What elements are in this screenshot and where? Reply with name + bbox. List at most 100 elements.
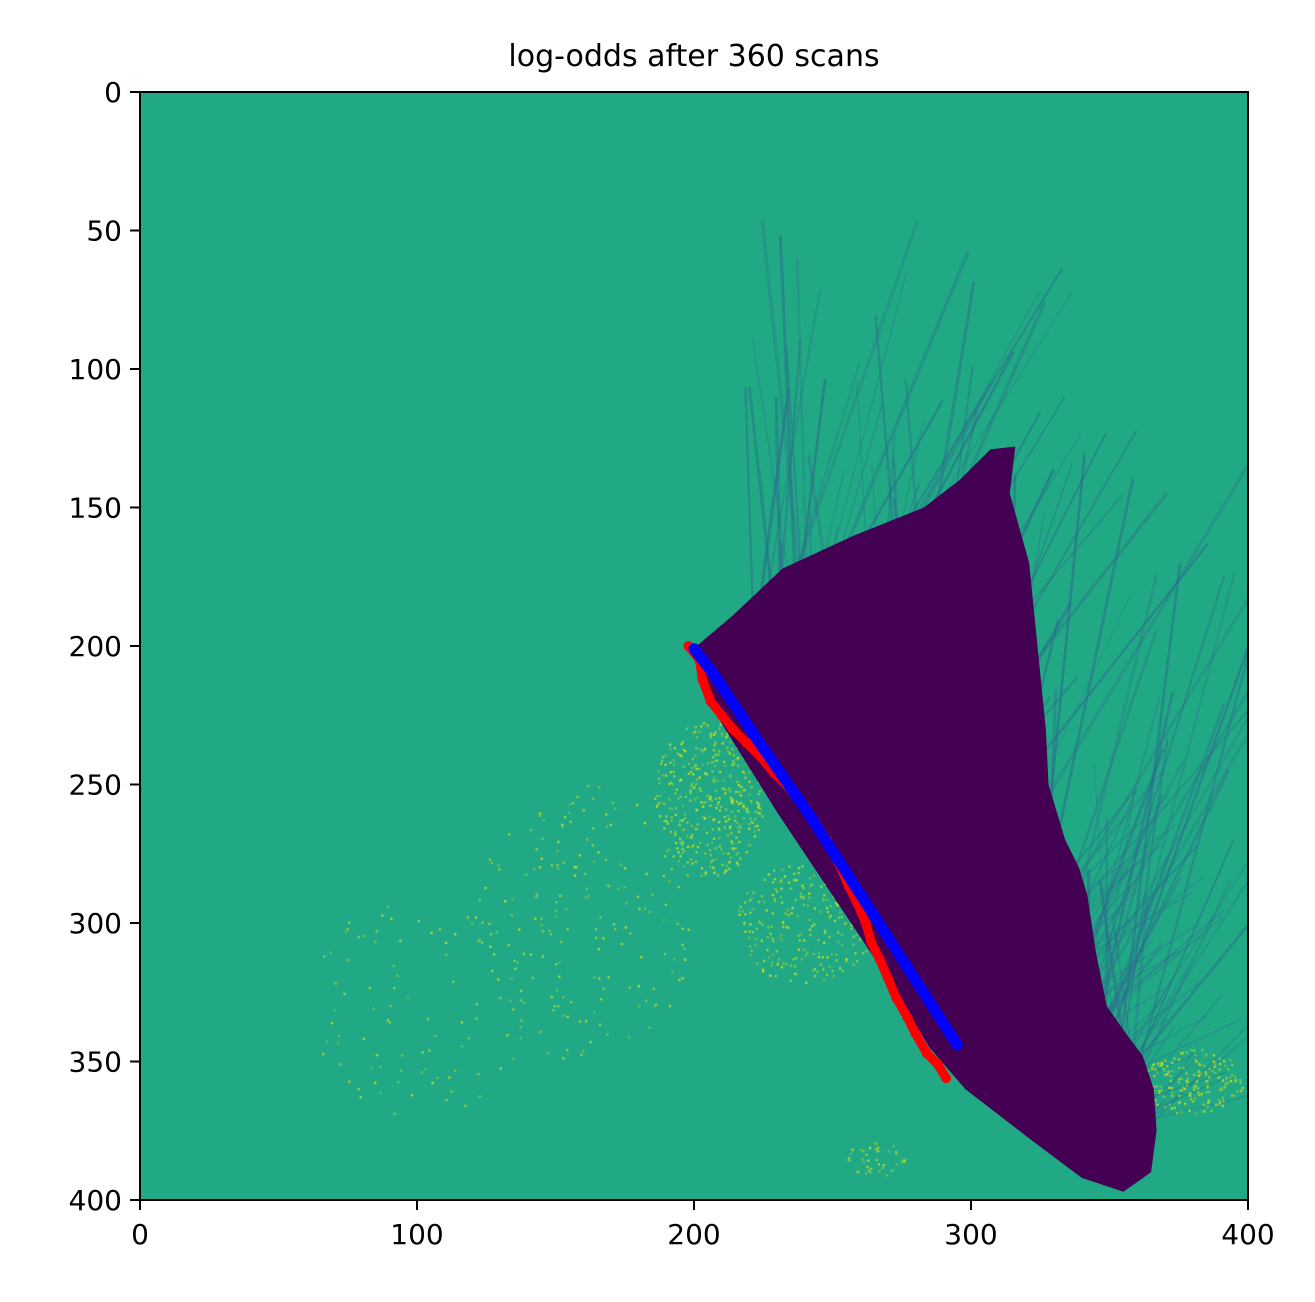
speckle-cell <box>724 869 727 873</box>
speckle-cell <box>1229 1058 1232 1062</box>
speckle-cell <box>821 956 824 959</box>
speckle-cell <box>640 956 643 959</box>
speckle-cell <box>735 758 738 761</box>
ray-streak <box>1076 730 1248 1028</box>
speckle-cell <box>617 887 620 890</box>
speckle-cell <box>726 814 730 818</box>
speckle-cell <box>760 895 764 898</box>
speckle-cell <box>717 820 721 824</box>
speckle-cell <box>695 767 698 771</box>
speckle-cell <box>726 750 730 753</box>
speckle-cell <box>742 806 745 809</box>
speckle-cell <box>858 938 862 941</box>
speckle-cell <box>682 865 686 868</box>
speckle-cell <box>703 873 707 876</box>
speckle-cell <box>357 1087 360 1091</box>
speckle-cell <box>1183 1087 1187 1091</box>
speckle-cell <box>791 907 794 910</box>
speckle-cell <box>690 784 693 788</box>
speckle-cell <box>499 996 502 1000</box>
speckle-cell <box>741 910 745 913</box>
ray-streak <box>1090 924 1199 992</box>
speckle-cell <box>624 926 627 929</box>
x-tick-label: 0 <box>131 1218 149 1251</box>
speckle-cell <box>563 815 567 819</box>
speckle-cell <box>683 947 686 950</box>
speckle-cell <box>591 844 594 847</box>
true-path-point <box>874 954 885 965</box>
speckle-cell <box>850 927 853 931</box>
speckle-cell <box>718 845 722 848</box>
speckle-cell <box>819 910 822 913</box>
speckle-cell <box>802 948 805 952</box>
speckle-cell <box>733 819 737 822</box>
speckle-cell <box>724 820 728 823</box>
speckle-cell <box>796 914 800 918</box>
speckle-cell <box>664 763 667 767</box>
speckle-cell <box>1198 1074 1201 1077</box>
speckle-cell <box>613 927 617 931</box>
speckle-cell <box>750 949 753 953</box>
speckle-cell <box>1200 1072 1203 1075</box>
speckle-cell <box>666 822 670 825</box>
speckle-cell <box>802 903 806 907</box>
speckle-cell <box>723 792 727 795</box>
speckle-cell <box>713 871 716 874</box>
speckle-cell <box>669 743 672 746</box>
speckle-cell <box>663 819 666 823</box>
speckle-cell <box>674 833 677 836</box>
speckle-cell <box>428 1049 431 1052</box>
ray-streak <box>1103 942 1162 1025</box>
speckle-cell <box>696 796 700 799</box>
speckle-cell <box>828 965 831 968</box>
speckle-cell <box>1193 1097 1197 1100</box>
speckle-cell <box>728 790 732 793</box>
speckle-cell <box>724 764 727 767</box>
speckle-cell <box>892 1144 895 1148</box>
speckle-cell <box>614 807 617 810</box>
x-axis: 0 100 200 300 400 <box>131 1200 1275 1251</box>
speckle-cell <box>676 922 679 925</box>
speckle-cell <box>661 774 664 777</box>
estimated-path-point <box>777 770 789 782</box>
speckle-cell <box>674 807 678 810</box>
speckle-cell <box>797 871 800 875</box>
speckle-cell <box>628 986 632 989</box>
speckle-cell <box>767 926 770 929</box>
speckle-cell <box>840 915 843 919</box>
speckle-cell <box>740 785 743 789</box>
speckle-cell <box>761 970 765 973</box>
speckle-cell <box>682 748 686 752</box>
speckle-cell <box>424 1067 427 1071</box>
speckle-cell <box>669 781 673 784</box>
speckle-cell <box>680 852 684 855</box>
speckle-cell <box>793 972 797 976</box>
speckle-cell <box>735 836 738 839</box>
speckle-cell <box>1182 1086 1185 1090</box>
speckle-cell <box>1207 1090 1211 1094</box>
speckle-cell <box>690 782 694 786</box>
speckle-cell <box>749 800 753 803</box>
speckle-cell <box>757 803 760 806</box>
speckle-cell <box>478 938 481 941</box>
speckle-cell <box>813 923 816 926</box>
speckle-cell <box>719 723 722 726</box>
speckle-cell <box>1156 1103 1159 1107</box>
ray-streak <box>1106 572 1236 1059</box>
speckle-cell <box>786 908 789 912</box>
speckle-cell <box>580 1053 583 1057</box>
y-tick-label: 200 <box>69 630 122 663</box>
speckle-cell <box>813 874 816 878</box>
speckle-cell <box>711 770 714 773</box>
speckle-cell <box>694 765 697 768</box>
speckle-cell <box>1194 1058 1197 1061</box>
speckle-cell <box>1173 1057 1176 1060</box>
speckle-cell <box>826 910 830 914</box>
speckle-cell <box>605 825 609 829</box>
speckle-cell <box>522 1001 526 1004</box>
speckle-cell <box>627 1035 631 1039</box>
speckle-cell <box>540 923 544 927</box>
speckle-cell <box>823 883 827 886</box>
speckle-cell <box>761 815 764 818</box>
speckle-cell <box>726 732 729 736</box>
